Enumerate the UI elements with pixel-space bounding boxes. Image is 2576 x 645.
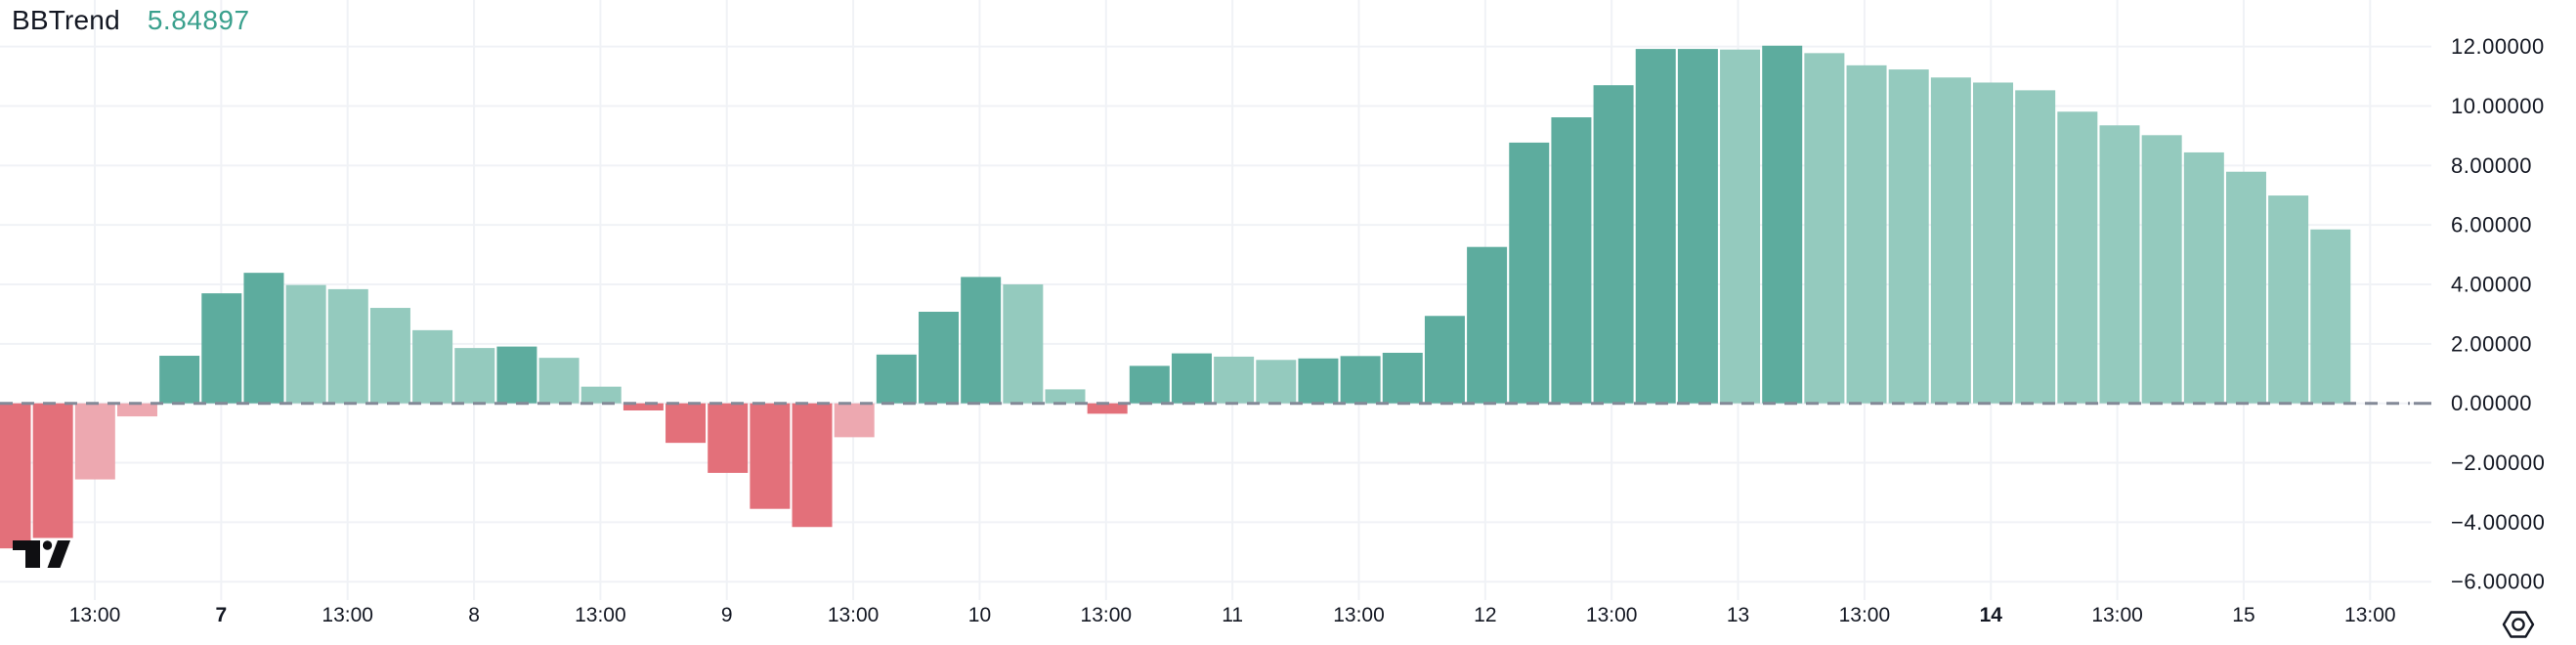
- histogram-bar: [74, 403, 115, 480]
- histogram-bar: [1930, 77, 1971, 404]
- histogram-bar: [116, 403, 157, 417]
- histogram-bar: [243, 273, 284, 404]
- histogram-bar: [285, 284, 326, 404]
- histogram-bar: [369, 308, 410, 404]
- histogram-bar: [961, 277, 1002, 404]
- histogram-bar: [792, 403, 833, 528]
- price-axis-label: 12.00000: [2451, 34, 2545, 59]
- histogram-bar: [1677, 49, 1718, 404]
- histogram-bar: [1804, 53, 1845, 404]
- time-axis-label: 13:00: [828, 604, 880, 626]
- histogram-bar: [1424, 316, 1465, 404]
- histogram-bar: [32, 403, 73, 538]
- time-axis-label: 13:00: [69, 604, 121, 626]
- histogram-bar: [665, 403, 707, 444]
- time-axis[interactable]: 13:00 7 13:00 8 13:00 9 13:00 10 13:00 11 13:00 12 1…: [69, 604, 2396, 626]
- price-axis-label: 10.00000: [2451, 94, 2545, 118]
- time-axis-label: 9: [721, 604, 733, 626]
- time-axis-label: 13:00: [2091, 604, 2143, 626]
- time-axis-label: 11: [1222, 604, 1243, 626]
- histogram-bar: [1129, 366, 1170, 404]
- histogram-bar: [1888, 69, 1929, 404]
- price-axis-label: −2.00000: [2451, 451, 2545, 475]
- histogram-bar: [159, 356, 200, 404]
- histogram-bar: [1551, 117, 1592, 404]
- histogram-bar: [1635, 49, 1676, 404]
- histogram-bar: [0, 403, 31, 549]
- histogram-bar: [538, 358, 580, 404]
- settings-icon[interactable]: [2500, 608, 2537, 641]
- histogram-bar: [1340, 356, 1381, 404]
- tradingview-logo-icon[interactable]: [13, 538, 73, 571]
- histogram-bar: [327, 288, 368, 404]
- histogram-bar: [496, 346, 537, 404]
- histogram-bar: [1171, 353, 1212, 404]
- time-axis-label: 13:00: [1081, 604, 1133, 626]
- histogram-bar: [750, 403, 791, 509]
- histogram-bar: [1256, 360, 1297, 404]
- histogram-bar: [876, 354, 917, 404]
- histogram-bar: [2057, 111, 2098, 404]
- price-axis-label: 8.00000: [2451, 153, 2532, 178]
- time-axis-label: 12: [1474, 604, 1496, 626]
- price-axis[interactable]: 12.00000 10.00000 8.00000 6.00000 4.00000 2.0…: [2451, 34, 2545, 594]
- histogram-bar: [623, 403, 664, 411]
- price-axis-label: 4.00000: [2451, 273, 2532, 297]
- time-axis-label: 13:00: [1333, 604, 1385, 626]
- indicator-value: 5.84897: [147, 5, 250, 35]
- histogram-bar: [919, 312, 960, 404]
- time-axis-label: 13: [1727, 604, 1749, 626]
- time-axis-label: 10: [968, 604, 991, 626]
- indicator-header[interactable]: BBTrend 5.84897: [12, 5, 250, 36]
- time-axis-label: 13:00: [322, 604, 373, 626]
- histogram-bar: [834, 403, 875, 438]
- time-axis-label: 13:00: [2344, 604, 2396, 626]
- histogram-bar: [1973, 82, 2014, 404]
- histogram-bar: [1298, 358, 1339, 404]
- histogram-bar: [2268, 195, 2309, 404]
- histogram-bar: [1214, 356, 1255, 404]
- histogram-bar: [580, 386, 622, 404]
- price-axis-label: 6.00000: [2451, 213, 2532, 237]
- histogram-bar: [2310, 229, 2351, 404]
- histogram-bar: [1045, 389, 1086, 404]
- histogram-bar: [454, 348, 495, 404]
- histogram-bar: [1467, 246, 1508, 404]
- histogram-bar: [1003, 284, 1044, 404]
- histogram-bar: [1720, 49, 1761, 404]
- histogram-bar: [1762, 45, 1803, 404]
- price-axis-label: 0.00000: [2451, 391, 2532, 415]
- histogram-bar: [2225, 171, 2266, 404]
- histogram-bar: [1846, 64, 1887, 404]
- histogram-bar: [2099, 125, 2140, 404]
- histogram-bar: [708, 403, 749, 473]
- histogram-bar: [412, 329, 453, 404]
- price-axis-label: −6.00000: [2451, 570, 2545, 594]
- time-axis-label: 13:00: [1586, 604, 1638, 626]
- time-axis-label: 7: [216, 604, 228, 626]
- histogram-bar: [1509, 142, 1550, 404]
- time-axis-label: 14: [1980, 604, 2003, 626]
- histogram-bar: [1382, 352, 1423, 404]
- histogram-bar: [2015, 90, 2056, 404]
- price-axis-label: −4.00000: [2451, 510, 2545, 535]
- price-axis-label: 2.00000: [2451, 331, 2532, 356]
- indicator-title: BBTrend: [12, 5, 120, 35]
- histogram-bar: [2141, 135, 2182, 404]
- time-axis-label: 13:00: [575, 604, 626, 626]
- time-axis-label: 13:00: [1839, 604, 1891, 626]
- time-axis-label: 8: [468, 604, 480, 626]
- histogram-bar: [1593, 85, 1634, 404]
- histogram-bar: [2183, 151, 2224, 404]
- time-axis-label: 15: [2232, 604, 2254, 626]
- histogram-bar: [201, 293, 242, 404]
- histogram-bar: [1087, 403, 1128, 414]
